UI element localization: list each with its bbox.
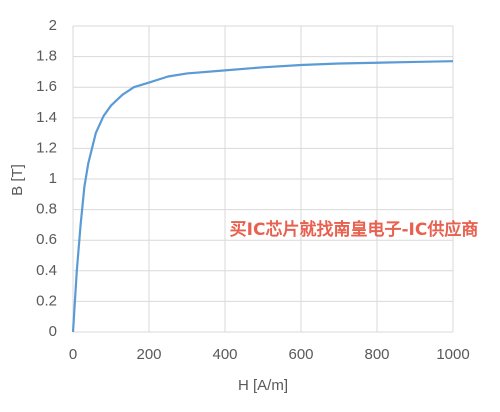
y-tick-label: 0 — [49, 323, 57, 340]
y-tick-label: 0.8 — [36, 201, 57, 218]
y-tick-label: 1.8 — [36, 48, 57, 65]
y-tick-label: 2 — [49, 17, 57, 34]
y-tick-label: 1 — [49, 170, 57, 187]
x-tick-label: 400 — [212, 346, 237, 363]
x-tick-label: 200 — [136, 346, 161, 363]
x-tick-label: 1000 — [436, 346, 469, 363]
y-tick-label: 0.2 — [36, 292, 57, 309]
x-tick-label: 600 — [288, 346, 313, 363]
y-axis-label: B [T] — [9, 164, 26, 196]
y-tick-label: 1.2 — [36, 139, 57, 156]
y-tick-label: 0.6 — [36, 231, 57, 248]
y-tick-label: 0.4 — [36, 262, 57, 279]
y-tick-label: 1.6 — [36, 78, 57, 95]
series-line — [71, 60, 454, 333]
watermark: 买IC芯片就找南皇电子-IC供应商 — [230, 219, 479, 240]
x-tick-label: 800 — [364, 346, 389, 363]
x-tick-label: 0 — [69, 346, 77, 363]
x-axis-label: H [A/m] — [238, 377, 288, 394]
y-tick-label: 1.4 — [36, 109, 57, 126]
